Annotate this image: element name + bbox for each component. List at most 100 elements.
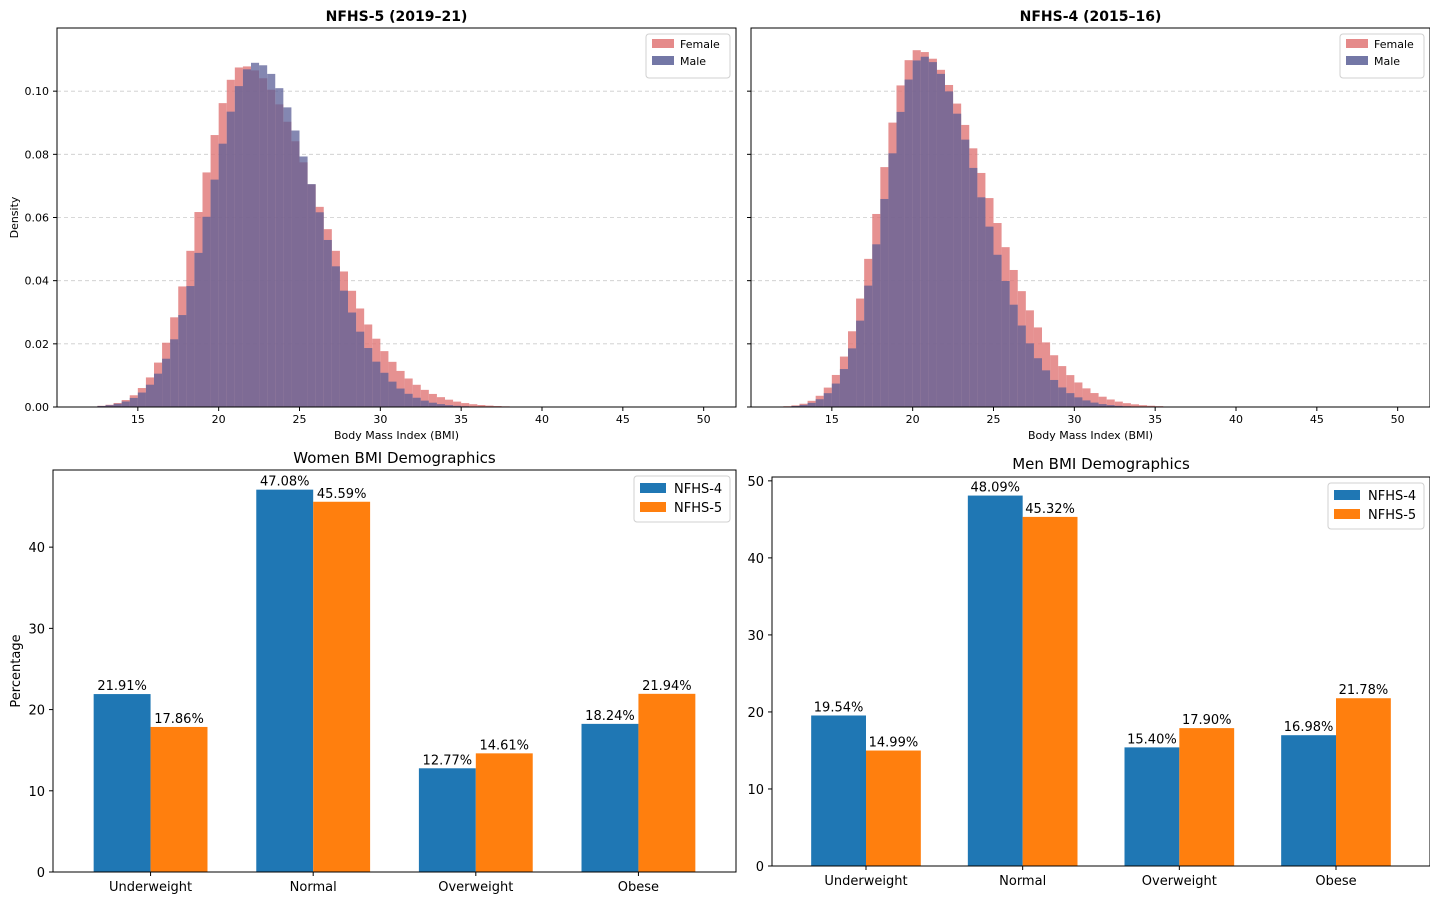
bar-value-label: 17.86% [154,712,204,727]
x-tick-label: 40 [1229,413,1243,426]
histogram-bar [445,405,454,407]
histogram-bar [453,401,462,407]
x-tick-label: Underweight [109,880,192,895]
bar [1336,698,1391,866]
histogram-bar [299,156,308,407]
bar-value-label: 14.99% [869,736,919,751]
x-tick-label: 25 [293,413,307,426]
bar-value-label: 48.09% [970,481,1020,496]
y-tick-label: 30 [747,629,764,644]
legend-label: Male [680,55,706,68]
histogram-bar [1090,402,1099,407]
histogram-bar [428,402,437,407]
histogram-bar [267,73,276,407]
histogram-bar [259,65,268,407]
series-nfhs-5: 17.86% 45.59% 14.61% 21.94% [150,487,696,872]
histogram-bar [896,111,905,407]
bar-value-label: 21.91% [97,679,147,694]
histogram-bar [799,404,808,407]
x-tick-label: 30 [373,413,387,426]
y-tick-label: 20 [747,706,764,721]
histogram-bar [291,130,300,407]
histogram-bar [234,86,243,407]
y-axis-label: Density [8,196,21,238]
histogram-bar [97,405,106,407]
histogram-bar [178,315,187,407]
legend: Female Male [1339,33,1425,79]
y-tick-label: 0 [37,866,45,881]
histogram-bar [1017,325,1026,407]
bar [1281,735,1336,866]
histogram-bar [823,393,832,407]
y-tick-label: 0.02 [25,338,50,351]
legend-label: NFHS-4 [674,482,722,497]
x-tick-label: 45 [616,413,630,426]
legend: NFHS-4 NFHS-5 [1327,482,1425,530]
legend-swatch [640,502,666,512]
histogram-bar [1058,366,1067,407]
histogram-bar [339,290,348,407]
histogram-bar [953,113,962,407]
histogram-bar [307,184,316,407]
bar [811,715,866,866]
y-tick-label: 10 [747,783,764,798]
histogram-bar [404,378,413,407]
histogram-bar [1139,405,1148,407]
histogram-bar [920,56,929,407]
chart-title: NFHS-4 (2015–16) [1020,9,1162,25]
histogram-bar [993,254,1002,407]
histogram-bar [428,393,437,407]
legend-label: Female [680,38,720,51]
histogram-bar [113,403,122,407]
histogram-bar [412,397,421,407]
x-tick-label: 45 [1310,413,1324,426]
legend-swatch [640,483,666,493]
bar [475,753,533,872]
bar-value-label: 21.78% [1339,683,1389,698]
x-axis-label: Body Mass Index (BMI) [334,429,459,442]
x-tick-label: Overweight [1142,874,1217,889]
legend: Female Male [645,33,731,79]
histogram-bar [977,197,986,407]
histogram-bar [1058,387,1067,407]
y-tick-label: 20 [28,704,45,719]
legend-label: Male [1374,55,1400,68]
histogram-bar [1106,405,1115,407]
histogram-bar [1033,358,1042,407]
series-nfhs-4: 21.91% 47.08% 12.77% 18.24% [93,475,639,872]
legend: NFHS-4 NFHS-5 [633,475,731,523]
histogram-bar [372,361,381,407]
histogram-bar [961,139,970,407]
series-male [97,62,470,408]
legend-swatch [652,56,674,65]
bar [93,694,151,872]
y-tick-label: 0 [756,860,764,875]
bar [418,768,476,872]
histogram-nfhs5-panel: 15 20 25 30 35 40 45 50 0.00 0.02 0.04 0.06 0.08 0.10… [8,9,737,442]
histogram-bar [380,372,389,407]
x-tick-label: 40 [535,413,549,426]
histogram-bar [1074,397,1083,407]
x-tick-label: 50 [697,413,711,426]
histogram-bar [864,285,873,407]
x-tick-label: Overweight [438,880,513,895]
bar [256,489,314,872]
histogram-bar [1066,393,1075,407]
y-tick-label: 0.10 [25,85,50,98]
y-tick-label: 0.04 [25,275,50,288]
histogram-bar [807,402,816,407]
bar [967,495,1023,866]
y-tick-label: 50 [747,475,764,490]
histogram-bar [186,286,195,407]
bar-value-label: 18.24% [585,709,635,724]
histogram-bar [453,405,462,407]
histogram-bar [1082,388,1091,407]
histogram-bar [1130,404,1139,407]
histogram-bar [1122,403,1131,407]
histogram-bar [888,153,897,407]
histogram-bar [145,384,154,407]
axes-frame [52,469,737,873]
histogram-bar [218,143,227,408]
histogram-bar [315,212,324,407]
